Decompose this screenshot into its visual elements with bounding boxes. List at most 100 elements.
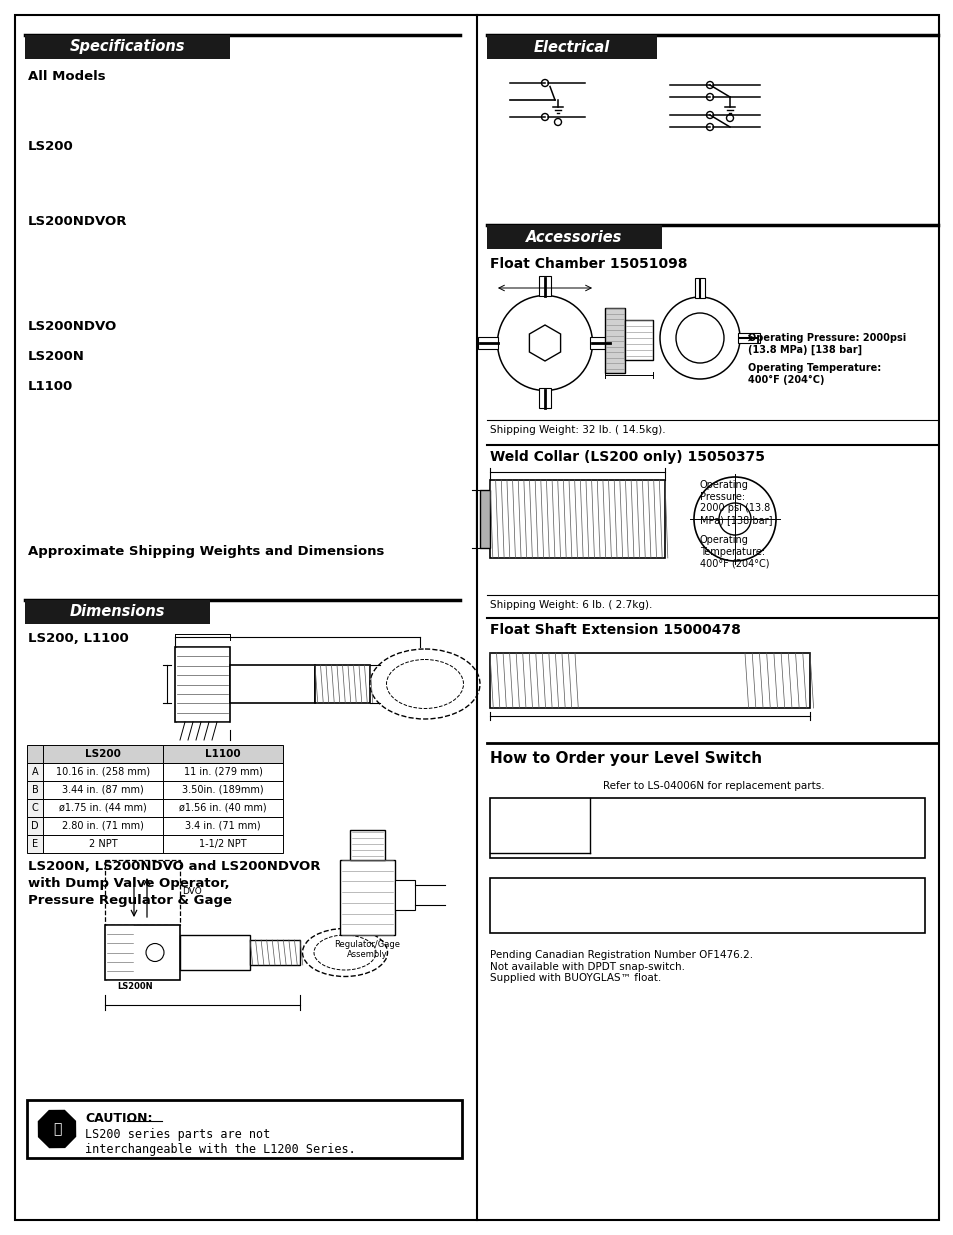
Bar xyxy=(27,835,43,853)
Text: DVO: DVO xyxy=(182,888,201,897)
Text: Accessories: Accessories xyxy=(526,230,622,245)
Bar xyxy=(163,799,283,818)
Text: ø1.75 in. (44 mm): ø1.75 in. (44 mm) xyxy=(59,803,147,813)
Text: Specifications: Specifications xyxy=(70,40,185,54)
Bar xyxy=(27,763,43,781)
Text: Dimensions: Dimensions xyxy=(70,604,165,620)
Text: ø1.56 in. (40 mm): ø1.56 in. (40 mm) xyxy=(179,803,267,813)
Bar xyxy=(695,278,704,298)
Text: Approximate Shipping Weights and Dimensions: Approximate Shipping Weights and Dimensi… xyxy=(28,545,384,558)
Text: LS200NDVOR: LS200NDVOR xyxy=(28,215,128,228)
Text: Shipping Weight: 6 lb. ( 2.7kg).: Shipping Weight: 6 lb. ( 2.7kg). xyxy=(490,600,652,610)
Text: 3.50in. (189mm): 3.50in. (189mm) xyxy=(182,785,264,795)
Text: All Models: All Models xyxy=(28,70,106,83)
Bar xyxy=(339,860,395,935)
Text: A: A xyxy=(31,767,38,777)
Bar xyxy=(314,664,370,703)
Bar xyxy=(163,781,283,799)
Bar xyxy=(163,818,283,835)
Bar xyxy=(477,337,497,350)
Bar xyxy=(230,664,314,703)
Bar xyxy=(163,835,283,853)
Bar xyxy=(27,745,43,763)
Text: Float Shaft Extension 15000478: Float Shaft Extension 15000478 xyxy=(490,622,740,637)
Bar xyxy=(604,308,624,373)
Text: Weld Collar (LS200 only) 15050375: Weld Collar (LS200 only) 15050375 xyxy=(490,450,764,464)
Bar xyxy=(538,275,551,296)
Polygon shape xyxy=(38,1110,75,1147)
Text: 3.44 in. (87 mm): 3.44 in. (87 mm) xyxy=(62,785,144,795)
Text: Regulator/Gage
Assembly: Regulator/Gage Assembly xyxy=(335,940,400,960)
Bar xyxy=(105,860,180,925)
Text: LS200 series parts are not: LS200 series parts are not xyxy=(85,1128,270,1141)
Bar xyxy=(43,781,163,799)
Text: LS200: LS200 xyxy=(28,140,73,153)
Text: Operating Temperature:
400°F (204°C): Operating Temperature: 400°F (204°C) xyxy=(747,363,881,384)
Bar xyxy=(27,818,43,835)
Ellipse shape xyxy=(302,929,387,977)
Ellipse shape xyxy=(676,312,723,363)
Ellipse shape xyxy=(370,650,479,719)
Text: interchangeable with the L1200 Series.: interchangeable with the L1200 Series. xyxy=(85,1144,355,1156)
Text: E: E xyxy=(31,839,38,848)
Ellipse shape xyxy=(497,295,592,390)
Bar xyxy=(738,333,760,343)
Text: 10.16 in. (258 mm): 10.16 in. (258 mm) xyxy=(56,767,150,777)
Bar xyxy=(27,799,43,818)
Text: LS200N: LS200N xyxy=(117,982,152,990)
Bar xyxy=(180,935,250,969)
Text: LS200N: LS200N xyxy=(28,350,85,363)
Text: Shipping Weight: 32 lb. ( 14.5kg).: Shipping Weight: 32 lb. ( 14.5kg). xyxy=(490,425,665,435)
Bar xyxy=(490,653,809,708)
Text: LS200: LS200 xyxy=(85,748,121,760)
Bar xyxy=(486,35,657,59)
Text: L1100: L1100 xyxy=(28,380,73,393)
Text: 2 NPT: 2 NPT xyxy=(89,839,117,848)
Ellipse shape xyxy=(719,503,750,535)
Bar xyxy=(486,225,661,249)
Text: Refer to LS-04006N for replacement parts.: Refer to LS-04006N for replacement parts… xyxy=(602,781,824,790)
Bar xyxy=(43,799,163,818)
Text: 3.4 in. (71 mm): 3.4 in. (71 mm) xyxy=(185,821,260,831)
Text: Operating
Pressure:
2000 psi (13.8
MPa) [138 bar]: Operating Pressure: 2000 psi (13.8 MPa) … xyxy=(700,480,772,525)
Text: CAUTION:: CAUTION: xyxy=(85,1112,152,1125)
Bar xyxy=(27,781,43,799)
Bar xyxy=(490,878,924,932)
Bar xyxy=(43,835,163,853)
Polygon shape xyxy=(529,325,560,361)
Text: 2.80 in. (71 mm): 2.80 in. (71 mm) xyxy=(62,821,144,831)
Text: Float Chamber 15051098: Float Chamber 15051098 xyxy=(490,257,687,270)
Bar xyxy=(43,818,163,835)
Text: ✋: ✋ xyxy=(52,1123,61,1136)
Bar xyxy=(163,763,283,781)
Ellipse shape xyxy=(659,296,740,379)
Text: 1-1/2 NPT: 1-1/2 NPT xyxy=(199,839,247,848)
Text: Operating
Temperature:
400°F (204°C): Operating Temperature: 400°F (204°C) xyxy=(700,535,769,568)
Bar xyxy=(43,763,163,781)
Text: Operating Pressure: 2000psi
(13.8 MPa) [138 bar]: Operating Pressure: 2000psi (13.8 MPa) [… xyxy=(747,333,905,354)
Bar xyxy=(105,925,180,981)
Text: LS200, L1100: LS200, L1100 xyxy=(28,632,129,645)
Text: L1100: L1100 xyxy=(205,748,240,760)
Bar xyxy=(538,388,551,408)
Ellipse shape xyxy=(693,477,775,561)
Bar xyxy=(163,745,283,763)
Bar xyxy=(27,1100,461,1158)
Bar xyxy=(174,647,230,722)
Text: LS200N, LS200NDVO and LS200NDVOR
with Dump Valve Operator,
Pressure Regulator & : LS200N, LS200NDVO and LS200NDVOR with Du… xyxy=(28,860,320,906)
Text: LS200NDVO: LS200NDVO xyxy=(28,320,117,333)
Text: D: D xyxy=(31,821,39,831)
Bar xyxy=(479,490,490,548)
Text: How to Order your Level Switch: How to Order your Level Switch xyxy=(490,751,761,766)
Bar xyxy=(589,337,609,350)
Bar xyxy=(43,745,163,763)
Bar xyxy=(25,600,210,624)
Bar xyxy=(350,830,385,860)
Bar xyxy=(624,320,652,359)
Text: Pending Canadian Registration Number OF1476.2.
Not available with DPDT snap-swit: Pending Canadian Registration Number OF1… xyxy=(490,950,752,983)
Bar xyxy=(250,940,299,965)
Bar xyxy=(490,480,664,558)
Text: Electrical: Electrical xyxy=(534,40,610,54)
Text: C: C xyxy=(31,803,38,813)
Bar xyxy=(490,798,924,858)
